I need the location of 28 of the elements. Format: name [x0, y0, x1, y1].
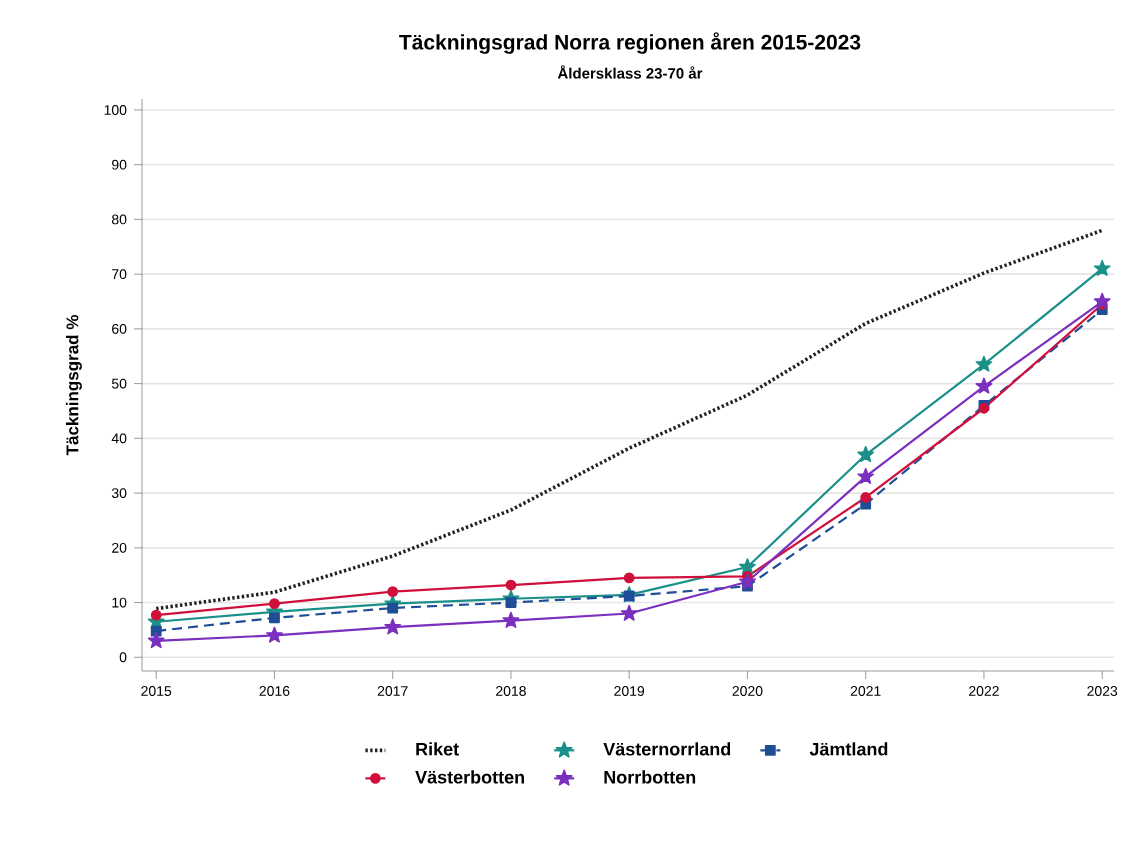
y-tick-label: 40: [111, 433, 127, 444]
y-tick-label: 20: [112, 542, 127, 553]
x-tick-label: 2022: [969, 686, 999, 696]
y-tick-label: 50: [111, 378, 127, 389]
legend-label: Riket: [416, 742, 459, 756]
x-tick-label: 2017: [377, 686, 408, 696]
x-tick-label: 2016: [259, 686, 290, 696]
legend-label: Jämtland: [809, 742, 888, 756]
y-axis-title: Täckningsgrad %: [65, 315, 82, 456]
y-tick-label: 60: [112, 323, 127, 334]
y-tick-label: 90: [112, 159, 127, 170]
x-tick-label: 2023: [1087, 686, 1118, 696]
x-tick-label: 2019: [614, 686, 645, 696]
y-tick-label: 80: [111, 214, 127, 225]
legend-label: Norrbotten: [604, 770, 696, 784]
y-tick-label: 100: [104, 105, 127, 115]
x-tick-label: 2021: [850, 686, 881, 696]
y-tick-label: 0: [119, 652, 127, 663]
x-tick-label: 2015: [141, 686, 172, 696]
y-tick-label: 30: [111, 488, 127, 499]
chart-subtitle: Åldersklass 23-70 år: [557, 65, 703, 79]
x-tick-label: 2018: [496, 686, 526, 696]
y-tick-label: 10: [112, 597, 127, 608]
x-tick-label: 2020: [732, 686, 763, 696]
y-tick-label: 70: [112, 269, 127, 280]
chart-title: Täckningsgrad Norra regionen åren 2015-2023: [399, 32, 861, 54]
legend-label: Västernorrland: [603, 742, 731, 756]
legend-label: Västerbotten: [415, 770, 525, 784]
